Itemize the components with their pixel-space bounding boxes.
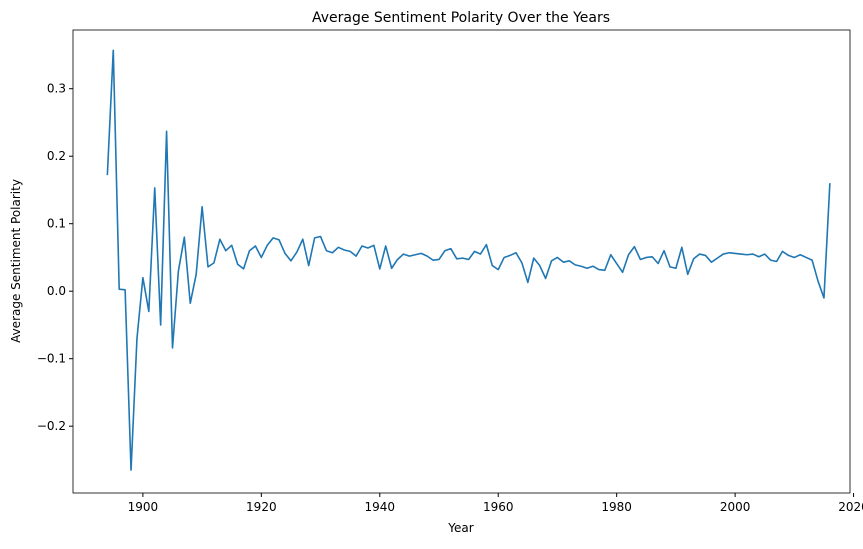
x-tick-label: 1920 (246, 500, 277, 514)
y-axis-label: Average Sentiment Polarity (9, 179, 23, 343)
y-tick-label: 0.2 (47, 149, 66, 163)
x-tick-label: 2000 (720, 500, 751, 514)
x-tick-label: 2020 (838, 500, 863, 514)
x-tick-label: 1960 (483, 500, 514, 514)
x-tick-label: 1900 (128, 500, 159, 514)
y-tick-label: −0.1 (37, 352, 66, 366)
y-tick-label: 0.1 (47, 217, 66, 231)
y-tick-label: 0.0 (47, 284, 66, 298)
x-axis-label: Year (447, 521, 473, 535)
x-tick-label: 1980 (601, 500, 632, 514)
x-tick-label: 1940 (364, 500, 395, 514)
axes-frame (72, 29, 851, 494)
y-tick-label: −0.2 (37, 419, 66, 433)
chart-title: Average Sentiment Polarity Over the Year… (312, 10, 610, 26)
data-line (106, 49, 831, 471)
y-tick-label: 0.3 (47, 82, 66, 96)
